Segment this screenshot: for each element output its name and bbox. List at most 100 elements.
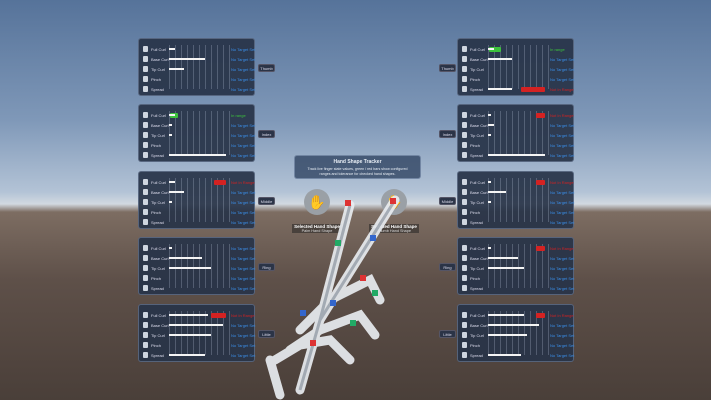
- grid-line: [530, 45, 531, 89]
- status-text: No Target Set: [550, 220, 575, 225]
- row-label: Pinch: [470, 210, 481, 215]
- finger-state-icon: [462, 112, 467, 118]
- value-bar: [169, 257, 202, 259]
- finger-label-index[interactable]: Index: [439, 130, 456, 138]
- finger-label-thumb[interactable]: Thumb: [258, 64, 275, 72]
- status-text: No Target Set: [231, 266, 256, 271]
- finger-label-middle[interactable]: Middle: [439, 197, 456, 205]
- grid-line: [512, 45, 513, 89]
- value-bar: [169, 267, 211, 269]
- value-track: [169, 323, 229, 328]
- finger-state-icon: [462, 66, 467, 72]
- finger-label-little[interactable]: Little: [258, 330, 275, 338]
- finger-state-icon: [462, 219, 467, 225]
- finger-state-icon: [143, 142, 148, 148]
- selected-hand-shape-right[interactable]: Selected Hand Shape Thumb Hand Shape: [369, 224, 419, 233]
- grid-line: [506, 311, 507, 355]
- row-label: Pinch: [470, 343, 481, 348]
- grid-line: [488, 111, 489, 155]
- grid-line: [500, 111, 501, 155]
- finger-state-row: Full Curl Not In Range: [462, 178, 574, 187]
- status-text: No Target Set: [231, 220, 256, 225]
- row-label: Tip Curl: [470, 200, 484, 205]
- finger-state-row: Spread No Target Set: [462, 218, 575, 227]
- status-text: No Target Set: [231, 153, 256, 158]
- finger-label-ring[interactable]: Ring: [258, 263, 275, 271]
- finger-state-icon: [462, 122, 467, 128]
- finger-panel-thumb: Full Curl No Target Set Base Curl No Target…: [138, 38, 255, 96]
- grid-line: [205, 111, 206, 155]
- grid-line: [548, 111, 549, 155]
- row-label: Tip Curl: [470, 333, 484, 338]
- grid-line: [518, 111, 519, 155]
- row-label: Tip Curl: [151, 266, 165, 271]
- finger-state-row: Tip Curl No Target Set: [143, 331, 255, 340]
- finger-label-middle[interactable]: Middle: [258, 197, 275, 205]
- finger-state-icon: [143, 46, 148, 52]
- grid-line: [530, 111, 531, 155]
- grid-line: [548, 45, 549, 89]
- target-range-bar: [536, 313, 545, 318]
- status-text: No Target Set: [231, 57, 256, 62]
- finger-state-row: Base Curl No Target Set: [143, 121, 255, 130]
- row-label: Full Curl: [151, 246, 166, 251]
- target-range-bar: [536, 246, 545, 251]
- row-label: Tip Curl: [151, 333, 165, 338]
- finger-panel-little: Full Curl Not In Range Base Curl No Target …: [457, 304, 574, 362]
- status-text: No Target Set: [550, 133, 575, 138]
- value-track: [488, 200, 548, 205]
- grid-line: [199, 45, 200, 89]
- status-text: No Target Set: [550, 123, 575, 128]
- grid-line: [169, 311, 170, 355]
- status-text: No Target Set: [231, 323, 256, 328]
- finger-panel-middle: Full Curl Not In Range Base Curl No Target …: [457, 171, 574, 229]
- status-text: Not In Range: [231, 180, 255, 185]
- value-bar: [488, 124, 494, 126]
- row-label: Base Curl: [470, 123, 488, 128]
- status-text: No Target Set: [550, 143, 575, 148]
- value-track: [169, 200, 229, 205]
- grid-line: [500, 244, 501, 288]
- row-label: Tip Curl: [470, 266, 484, 271]
- status-text: No Target Set: [550, 153, 575, 158]
- finger-state-icon: [143, 189, 148, 195]
- grid-line: [205, 178, 206, 222]
- selected-hand-shape-left[interactable]: Selected Hand Shape Palm Hand Shape: [292, 224, 342, 233]
- grid-line: [512, 311, 513, 355]
- finger-state-row: Base Curl No Target Set: [462, 121, 575, 130]
- grid-line: [524, 111, 525, 155]
- value-bar: [169, 354, 205, 356]
- finger-state-icon: [462, 285, 467, 291]
- grid-line: [536, 45, 537, 89]
- finger-state-icon: [462, 322, 467, 328]
- finger-panel-little: Full Curl Not In Range Base Curl No Target …: [138, 304, 255, 362]
- finger-state-row: Tip Curl No Target Set: [462, 264, 575, 273]
- value-bar: [488, 191, 506, 193]
- value-bar: [488, 267, 524, 269]
- grid-line: [211, 244, 212, 288]
- open-hand-icon[interactable]: ✋: [304, 189, 330, 215]
- finger-state-icon: [143, 66, 148, 72]
- finger-state-icon: [143, 76, 148, 82]
- finger-label-thumb[interactable]: Thumb: [439, 64, 456, 72]
- finger-label-little[interactable]: Little: [439, 330, 456, 338]
- finger-state-row: Base Curl No Target Set: [143, 254, 256, 263]
- grid-line: [530, 178, 531, 222]
- row-label: Pinch: [470, 276, 481, 281]
- row-label: Base Curl: [470, 256, 488, 261]
- finger-state-icon: [143, 275, 148, 281]
- status-text: No Target Set: [550, 266, 575, 271]
- finger-label-ring[interactable]: Ring: [439, 263, 456, 271]
- finger-label-index[interactable]: Index: [258, 130, 275, 138]
- row-label: Full Curl: [470, 313, 485, 318]
- status-text: No Target Set: [231, 256, 256, 261]
- status-text: No Target Set: [231, 47, 256, 52]
- status-text: No Target Set: [231, 200, 256, 205]
- finger-state-icon: [462, 132, 467, 138]
- finger-state-row: Base Curl No Target Set: [143, 188, 256, 197]
- finger-state-row: Tip Curl No Target Set: [462, 131, 575, 140]
- grid-line: [211, 178, 212, 222]
- grid-line: [223, 244, 224, 288]
- status-text: No Target Set: [231, 190, 256, 195]
- grid-line: [187, 45, 188, 89]
